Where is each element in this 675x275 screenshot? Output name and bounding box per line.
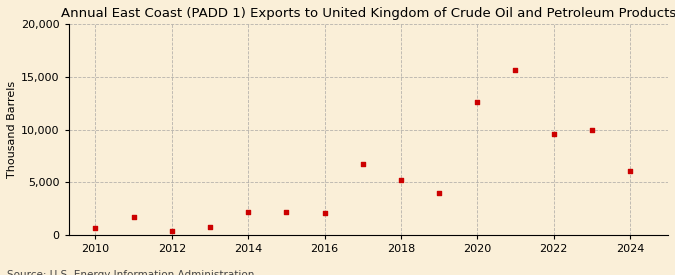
Point [90,226,101,230]
Point [587,127,597,132]
Title: Annual East Coast (PADD 1) Exports to United Kingdom of Crude Oil and Petroleum : Annual East Coast (PADD 1) Exports to Un… [61,7,675,20]
Y-axis label: Thousand Barrels: Thousand Barrels [7,81,17,178]
Point [472,100,483,104]
Point [510,68,521,73]
Point [357,162,368,167]
Point [624,169,635,173]
Point [281,210,292,214]
Point [548,132,559,136]
Point [128,215,139,219]
Point [243,210,254,214]
Point [167,229,178,233]
Point [396,178,406,183]
Point [433,191,444,195]
Point [205,225,215,229]
Text: Source: U.S. Energy Information Administration: Source: U.S. Energy Information Administ… [7,271,254,275]
Point [319,211,330,215]
